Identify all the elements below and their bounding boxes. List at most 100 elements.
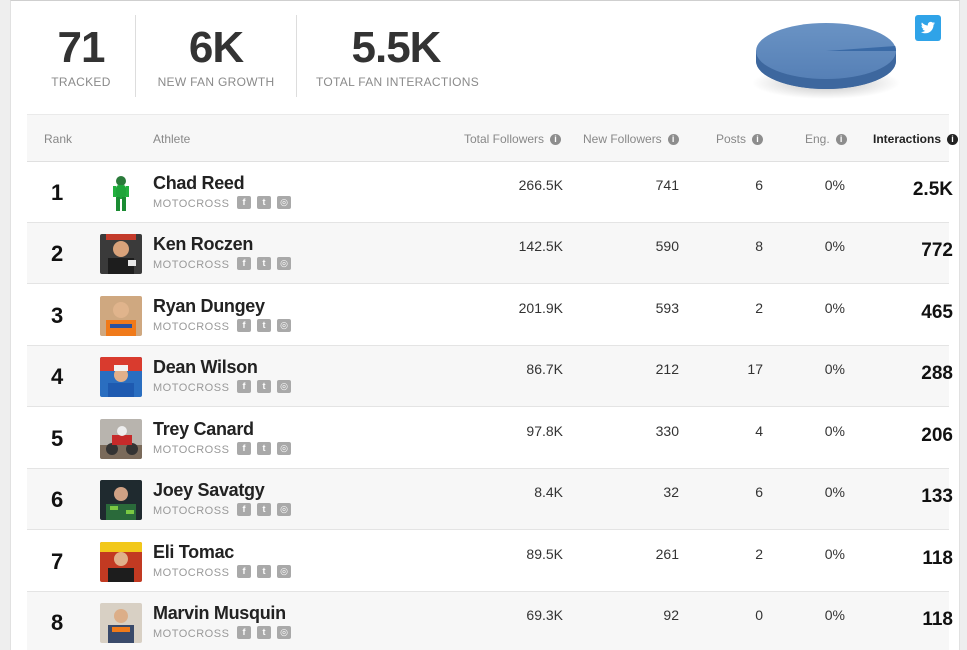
instagram-icon[interactable]: ◎ — [277, 503, 291, 516]
twitter-icon[interactable]: t — [257, 565, 271, 578]
facebook-icon[interactable]: f — [237, 380, 251, 393]
facebook-icon[interactable]: f — [237, 319, 251, 332]
info-icon[interactable]: i — [752, 134, 764, 145]
athlete-name[interactable]: Ken Roczen — [153, 234, 254, 254]
instagram-icon[interactable]: ◎ — [277, 626, 291, 639]
new-followers: 590 — [655, 238, 679, 254]
header-label: Interactions — [873, 132, 942, 146]
col-interactions-header[interactable]: Interactions i — [873, 132, 959, 146]
twitter-icon[interactable]: t — [257, 380, 271, 393]
table-row[interactable]: 5 Trey Canard MOTOCROSS f t ◎ 97.8K 330 … — [27, 408, 953, 469]
instagram-icon[interactable]: ◎ — [277, 319, 291, 332]
col-rank-header[interactable]: Rank — [44, 132, 73, 146]
pie-slice — [826, 46, 897, 51]
posts-count: 6 — [755, 484, 763, 500]
network-pie-chart[interactable] — [751, 11, 901, 101]
stat-label: TRACKED — [51, 75, 111, 89]
twitter-icon[interactable]: t — [257, 503, 271, 516]
stat-label: TOTAL FAN INTERACTIONS — [316, 75, 480, 89]
posts-count: 8 — [755, 238, 763, 254]
col-new-followers-header[interactable]: New Followers i — [583, 132, 679, 146]
rank-number: 5 — [51, 426, 64, 451]
new-followers: 741 — [655, 177, 679, 193]
total-followers: 266.5K — [518, 177, 563, 193]
rank-number: 8 — [51, 610, 64, 635]
header-label: Eng. — [805, 132, 830, 146]
facebook-icon[interactable]: f — [237, 626, 251, 639]
athlete-name[interactable]: Joey Savatgy — [153, 480, 265, 500]
facebook-icon[interactable]: f — [237, 442, 251, 455]
table-header: Rank Athlete Total Followers i New Follow… — [27, 114, 959, 162]
twitter-icon[interactable]: t — [257, 319, 271, 332]
avatar[interactable] — [100, 234, 142, 274]
instagram-icon[interactable]: ◎ — [277, 196, 291, 209]
interactions: 206 — [921, 425, 953, 446]
twitter-icon[interactable] — [915, 15, 941, 41]
dashboard-card: 71 TRACKED 6K NEW FAN GROWTH 5.5K TOTAL … — [10, 0, 960, 650]
divider — [135, 15, 136, 97]
total-followers: 201.9K — [518, 300, 563, 316]
engagement: 0% — [824, 607, 845, 623]
instagram-icon[interactable]: ◎ — [277, 380, 291, 393]
info-icon[interactable]: i — [667, 134, 679, 145]
facebook-icon[interactable]: f — [237, 257, 251, 270]
instagram-icon[interactable]: ◎ — [277, 257, 291, 270]
engagement: 0% — [824, 238, 845, 254]
posts-count: 17 — [747, 361, 763, 377]
facebook-icon[interactable]: f — [237, 196, 251, 209]
avatar[interactable] — [100, 419, 142, 459]
twitter-icon[interactable]: t — [257, 442, 271, 455]
col-athlete-header[interactable]: Athlete — [153, 132, 191, 146]
athlete-name[interactable]: Trey Canard — [153, 419, 254, 439]
avatar[interactable] — [100, 603, 142, 643]
engagement: 0% — [824, 484, 845, 500]
new-followers: 261 — [655, 546, 679, 562]
athlete-name[interactable]: Eli Tomac — [153, 542, 234, 562]
athlete-name[interactable]: Chad Reed — [153, 173, 245, 193]
info-icon[interactable]: i — [947, 134, 959, 145]
rank-number: 7 — [51, 549, 64, 574]
table-row[interactable]: 4 Dean Wilson MOTOCROSS f t ◎ 86.7K 212 … — [27, 346, 953, 407]
info-icon[interactable]: i — [835, 134, 847, 145]
instagram-icon[interactable]: ◎ — [277, 442, 291, 455]
instagram-icon[interactable]: ◎ — [277, 565, 291, 578]
stat-value: 5.5K — [351, 23, 442, 72]
table-row[interactable]: 2 Ken Roczen MOTOCROSS f t ◎ 142.5K 590 … — [27, 223, 953, 284]
athlete-sport: MOTOCROSS — [153, 444, 230, 456]
twitter-icon[interactable]: t — [257, 196, 271, 209]
col-posts-header[interactable]: Posts i — [716, 132, 764, 146]
info-icon[interactable]: i — [550, 134, 562, 145]
twitter-icon[interactable]: t — [257, 626, 271, 639]
facebook-icon[interactable]: f — [237, 503, 251, 516]
interactions: 118 — [922, 609, 953, 630]
avatar[interactable] — [100, 173, 142, 213]
table-row[interactable]: 1 Chad Reed MOTOCROSS f t ◎ 266.5K 741 6… — [27, 162, 953, 223]
athlete-name[interactable]: Dean Wilson — [153, 357, 258, 377]
posts-count: 2 — [755, 546, 763, 562]
new-followers: 593 — [655, 300, 679, 316]
interactions: 118 — [922, 548, 953, 569]
table-row[interactable]: 3 Ryan Dungey MOTOCROSS f t ◎ 201.9K 593… — [27, 285, 953, 346]
total-followers: 86.7K — [526, 361, 563, 377]
table-row[interactable]: 7 Eli Tomac MOTOCROSS f t ◎ 89.5K 261 2 … — [27, 531, 953, 592]
posts-count: 4 — [755, 423, 763, 439]
new-followers: 32 — [663, 484, 679, 500]
avatar[interactable] — [100, 542, 142, 582]
engagement: 0% — [824, 177, 845, 193]
avatar[interactable] — [100, 296, 142, 336]
athlete-sport: MOTOCROSS — [153, 628, 230, 640]
athlete-sport: MOTOCROSS — [153, 321, 230, 333]
athlete-sport: MOTOCROSS — [153, 505, 230, 517]
twitter-icon[interactable]: t — [257, 257, 271, 270]
facebook-icon[interactable]: f — [237, 565, 251, 578]
table-row[interactable]: 8 Marvin Musquin MOTOCROSS f t ◎ 69.3K 9… — [27, 592, 953, 650]
athlete-name[interactable]: Ryan Dungey — [153, 296, 265, 316]
table-row[interactable]: 6 Joey Savatgy MOTOCROSS f t ◎ 8.4K 32 6… — [27, 469, 953, 530]
rank-number: 3 — [51, 303, 64, 328]
col-eng-header[interactable]: Eng. i — [805, 132, 847, 146]
avatar[interactable] — [100, 480, 142, 520]
athlete-name[interactable]: Marvin Musquin — [153, 603, 286, 623]
rank-number: 2 — [51, 241, 64, 266]
avatar[interactable] — [100, 357, 142, 397]
col-total-followers-header[interactable]: Total Followers i — [464, 132, 562, 146]
